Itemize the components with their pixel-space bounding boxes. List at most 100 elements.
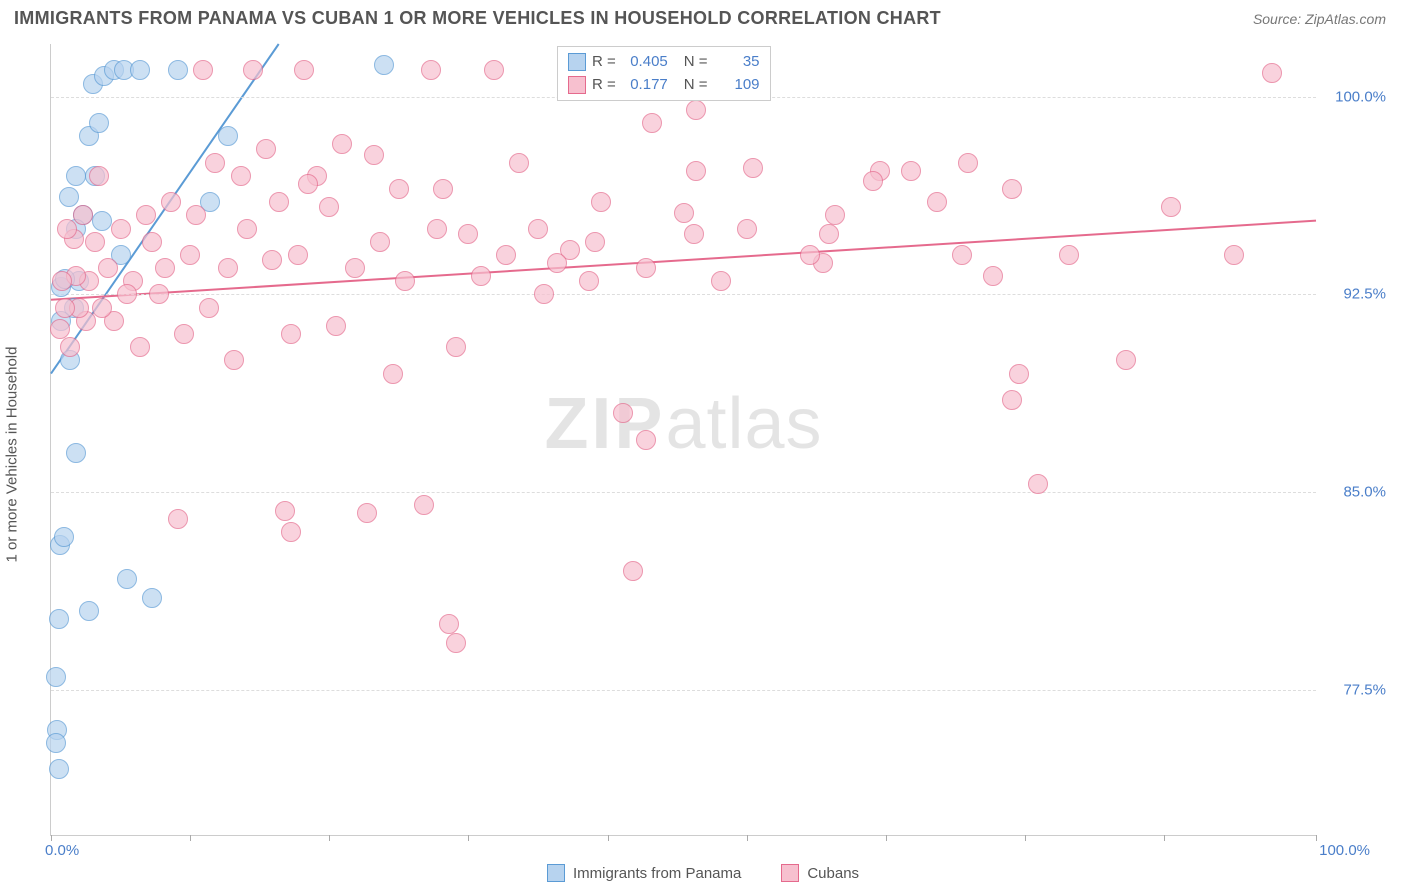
data-point xyxy=(579,271,599,291)
data-point xyxy=(414,495,434,515)
data-point xyxy=(825,205,845,225)
data-point xyxy=(46,733,66,753)
data-point xyxy=(737,219,757,239)
data-point xyxy=(686,100,706,120)
watermark: ZIPatlas xyxy=(544,383,822,465)
data-point xyxy=(85,232,105,252)
data-point xyxy=(111,219,131,239)
data-point xyxy=(59,187,79,207)
source-label: Source: ZipAtlas.com xyxy=(1253,11,1386,27)
data-point xyxy=(205,153,225,173)
data-point xyxy=(237,219,257,239)
data-point xyxy=(142,232,162,252)
n-value: 109 xyxy=(716,74,760,97)
data-point xyxy=(613,403,633,423)
x-tick xyxy=(329,835,330,841)
data-point xyxy=(66,166,86,186)
data-point xyxy=(1059,245,1079,265)
data-point xyxy=(130,60,150,80)
stats-legend: R =0.405N =35R =0.177N =109 xyxy=(557,46,771,101)
data-point xyxy=(509,153,529,173)
data-point xyxy=(684,224,704,244)
data-point xyxy=(161,192,181,212)
stats-row: R =0.405N =35 xyxy=(568,51,760,74)
data-point xyxy=(389,179,409,199)
data-point xyxy=(585,232,605,252)
data-point xyxy=(952,245,972,265)
data-point xyxy=(117,569,137,589)
data-point xyxy=(636,430,656,450)
data-point xyxy=(52,271,72,291)
data-point xyxy=(60,337,80,357)
data-point xyxy=(256,139,276,159)
legend-item-cubans: Cubans xyxy=(781,864,859,882)
data-point xyxy=(345,258,365,278)
data-point xyxy=(98,258,118,278)
data-point xyxy=(168,509,188,529)
data-point xyxy=(686,161,706,181)
y-tick-label: 100.0% xyxy=(1335,88,1386,105)
data-point xyxy=(298,174,318,194)
data-point xyxy=(262,250,282,270)
data-point xyxy=(496,245,516,265)
data-point xyxy=(364,145,384,165)
watermark-zip: ZIP xyxy=(544,384,665,464)
bottom-legend: Immigrants from Panama Cubans xyxy=(0,864,1406,882)
data-point xyxy=(49,609,69,629)
legend-label-cubans: Cubans xyxy=(807,865,859,882)
data-point xyxy=(427,219,447,239)
data-point xyxy=(57,219,77,239)
n-label: N = xyxy=(684,51,708,74)
data-point xyxy=(218,126,238,146)
swatch-cubans xyxy=(781,864,799,882)
data-point xyxy=(446,337,466,357)
data-point xyxy=(374,55,394,75)
r-label: R = xyxy=(592,51,616,74)
data-point xyxy=(269,192,289,212)
data-point xyxy=(636,258,656,278)
y-tick-label: 85.0% xyxy=(1343,484,1386,501)
data-point xyxy=(46,667,66,687)
data-point xyxy=(800,245,820,265)
data-point xyxy=(357,503,377,523)
data-point xyxy=(547,253,567,273)
data-point xyxy=(1116,350,1136,370)
data-point xyxy=(326,316,346,336)
data-point xyxy=(1002,179,1022,199)
gridline xyxy=(51,294,1316,295)
data-point xyxy=(66,443,86,463)
data-point xyxy=(117,284,137,304)
data-point xyxy=(149,284,169,304)
n-label: N = xyxy=(684,74,708,97)
data-point xyxy=(484,60,504,80)
data-point xyxy=(471,266,491,286)
data-point xyxy=(901,161,921,181)
data-point xyxy=(218,258,238,278)
legend-label-panama: Immigrants from Panama xyxy=(573,865,741,882)
data-point xyxy=(199,298,219,318)
stat-swatch xyxy=(568,76,586,94)
data-point xyxy=(383,364,403,384)
data-point xyxy=(174,324,194,344)
data-point xyxy=(186,205,206,225)
x-tick xyxy=(1025,835,1026,841)
data-point xyxy=(136,205,156,225)
data-point xyxy=(395,271,415,291)
x-tick xyxy=(468,835,469,841)
data-point xyxy=(168,60,188,80)
data-point xyxy=(1028,474,1048,494)
data-point xyxy=(863,171,883,191)
watermark-atlas: atlas xyxy=(665,384,822,464)
data-point xyxy=(623,561,643,581)
data-point xyxy=(958,153,978,173)
data-point xyxy=(319,197,339,217)
trendlines-layer xyxy=(51,44,1316,835)
data-point xyxy=(433,179,453,199)
data-point xyxy=(193,60,213,80)
data-point xyxy=(89,113,109,133)
r-value: 0.405 xyxy=(624,51,668,74)
data-point xyxy=(79,601,99,621)
data-point xyxy=(1002,390,1022,410)
stats-row: R =0.177N =109 xyxy=(568,74,760,97)
data-point xyxy=(281,522,301,542)
